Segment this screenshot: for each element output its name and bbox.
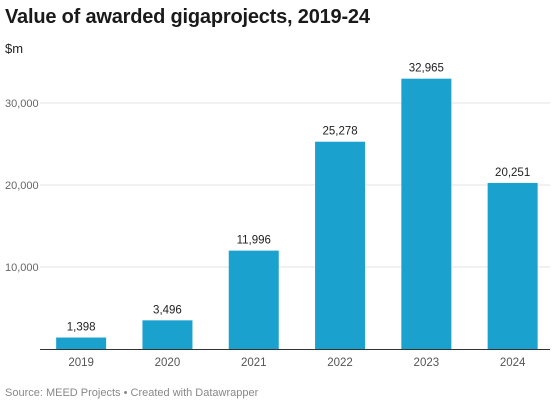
x-tick-label: 2023 bbox=[414, 357, 440, 369]
data-label: 11,996 bbox=[237, 235, 271, 247]
data-label: 1,398 bbox=[67, 322, 96, 334]
bar-chart: $m 10,000 20,000 30,000 1,398 2019 3,496 2020 11… bbox=[5, 41, 550, 369]
bar bbox=[228, 250, 279, 349]
bar bbox=[142, 320, 193, 349]
x-tick-label: 2019 bbox=[68, 357, 94, 369]
x-tick-label: 2022 bbox=[327, 357, 353, 369]
data-label: 32,965 bbox=[409, 63, 444, 75]
y-tick-label: 20,000 bbox=[5, 180, 39, 192]
y-tick-label: 30,000 bbox=[5, 98, 39, 110]
data-label: 3,496 bbox=[153, 304, 182, 316]
x-tick-label: 2024 bbox=[500, 357, 526, 369]
data-label: 25,278 bbox=[322, 126, 357, 138]
data-label: 20,251 bbox=[495, 167, 530, 179]
bar bbox=[487, 182, 538, 349]
chart-title: Value of awarded gigaprojects, 2019-24 bbox=[5, 6, 370, 28]
bar bbox=[56, 337, 107, 349]
x-tick-label: 2021 bbox=[241, 357, 267, 369]
bar bbox=[401, 78, 452, 349]
y-tick-label: 10,000 bbox=[5, 262, 39, 274]
bar bbox=[315, 141, 366, 349]
y-axis-unit-label: $m bbox=[5, 41, 23, 56]
x-tick-label: 2020 bbox=[155, 357, 181, 369]
source-note: Source: MEED Projects • Created with Dat… bbox=[5, 387, 259, 399]
